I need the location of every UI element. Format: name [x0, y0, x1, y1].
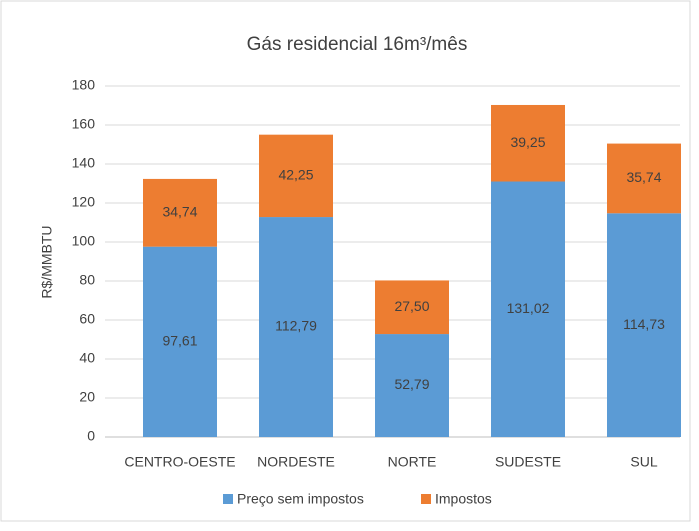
bar-segment	[143, 178, 217, 247]
y-tick-label: 20	[79, 389, 95, 405]
x-tick-label: SUDESTE	[495, 454, 561, 470]
legend-label: Preço sem impostos	[237, 491, 364, 507]
data-label: 97,61	[162, 333, 197, 349]
bar-segment	[491, 104, 565, 182]
data-label: 114,73	[623, 316, 665, 332]
chart-border	[0, 0, 691, 522]
bar-segment	[375, 280, 449, 335]
legend-swatch	[421, 494, 431, 504]
y-tick-label: 80	[79, 272, 95, 288]
x-tick-label: SUL	[630, 454, 657, 470]
legend-label: Impostos	[435, 491, 492, 507]
data-label: 27,50	[394, 298, 429, 314]
bar-segment	[607, 213, 681, 437]
y-axis-label: R$/MMBTU	[39, 225, 55, 298]
data-label: 39,25	[510, 134, 545, 150]
x-tick-label: NORDESTE	[257, 454, 335, 470]
data-label: 131,02	[507, 300, 550, 316]
x-tick-label: CENTRO-OESTE	[124, 454, 235, 470]
x-tick-label: NORTE	[388, 454, 437, 470]
chart-title: Gás residencial 16m³/mês	[247, 34, 468, 55]
data-label: 52,79	[394, 376, 429, 392]
data-label: 112,79	[275, 318, 317, 334]
bar-segment	[259, 217, 333, 437]
bar-segment	[259, 134, 333, 218]
y-tick-label: 160	[72, 116, 96, 132]
legend-swatch	[223, 494, 233, 504]
y-tick-label: 140	[72, 155, 96, 171]
y-tick-label: 40	[79, 350, 95, 366]
data-label: 42,25	[278, 167, 313, 183]
y-tick-label: 0	[87, 428, 95, 444]
data-label: 34,74	[162, 203, 197, 219]
data-label: 35,74	[626, 169, 661, 185]
bar-segment	[375, 334, 449, 437]
bar-segment	[143, 246, 217, 437]
y-tick-label: 120	[72, 194, 96, 210]
y-tick-label: 60	[79, 311, 95, 327]
y-tick-label: 100	[72, 233, 96, 249]
y-tick-label: 180	[72, 77, 96, 93]
bar-segment	[607, 143, 681, 214]
bar-segment	[491, 181, 565, 437]
